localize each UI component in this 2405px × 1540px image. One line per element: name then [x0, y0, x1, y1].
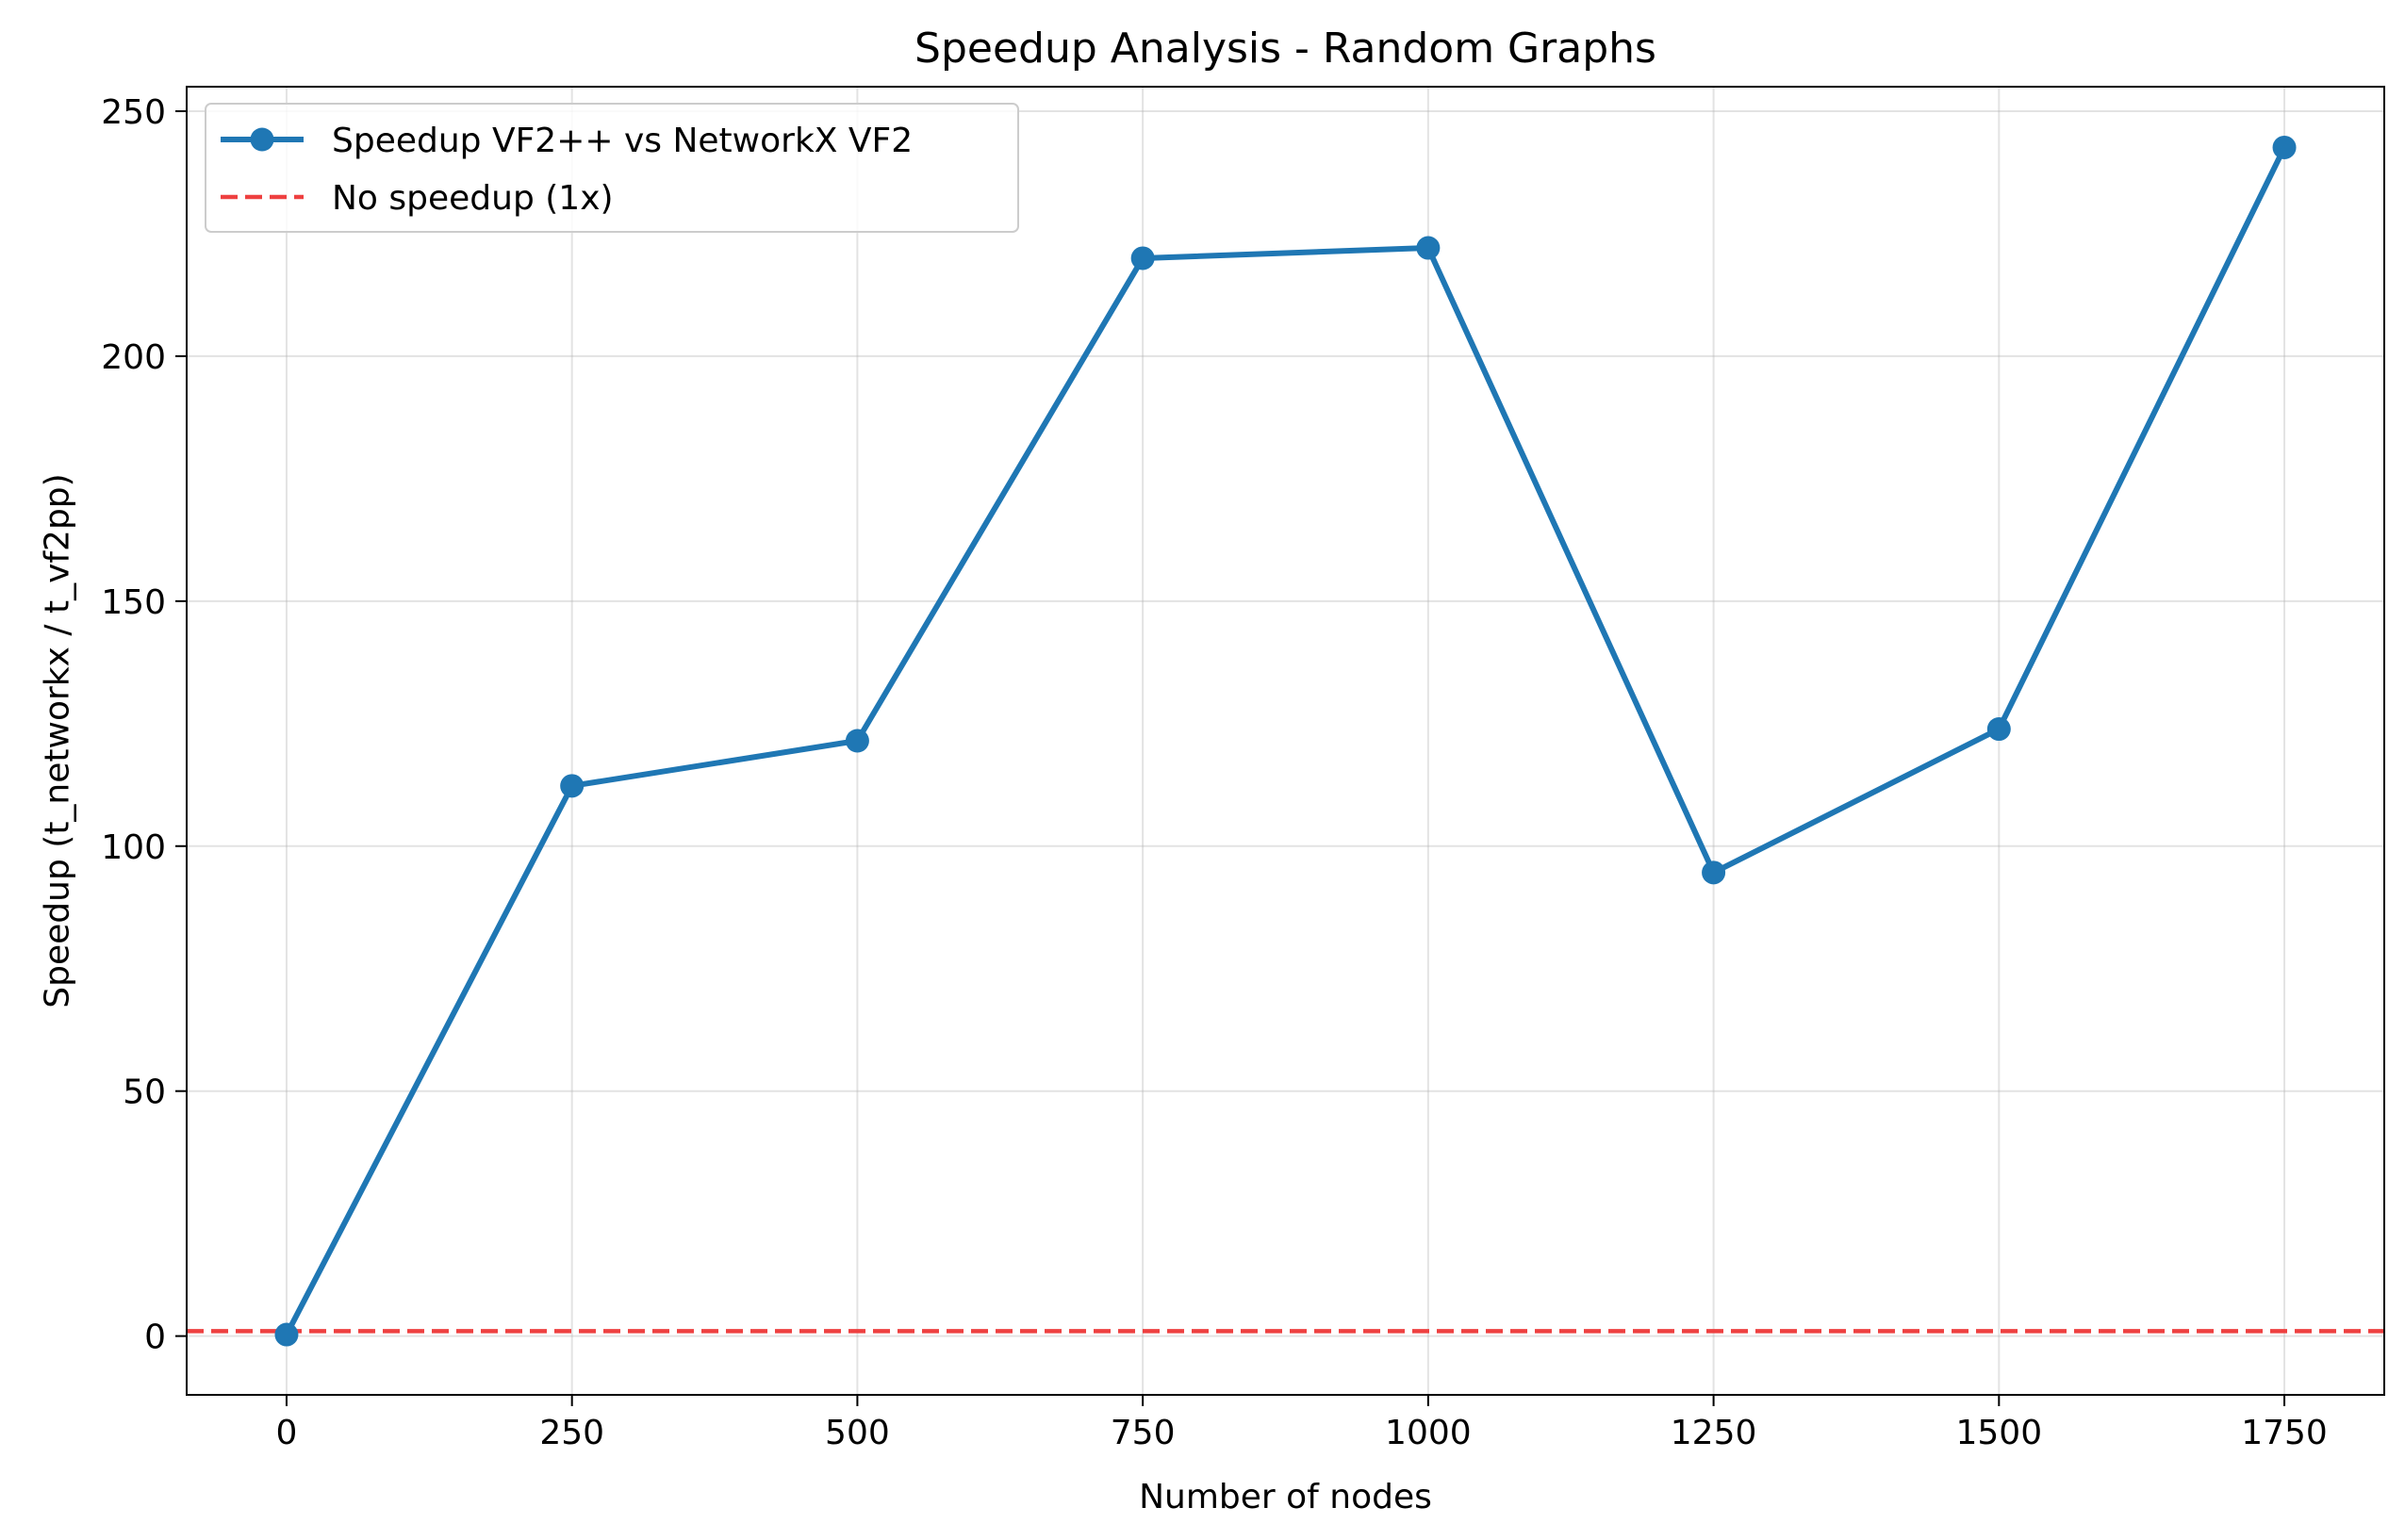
- series-layer: [274, 135, 2297, 1347]
- plot-frame: [186, 86, 2385, 1396]
- x-tick-label: 500: [825, 1414, 890, 1452]
- legend-box: [205, 103, 1019, 233]
- legend: Speedup VF2++ vs NetworkX VF2 No speedup…: [205, 103, 1019, 233]
- legend-label-series: Speedup VF2++ vs NetworkX VF2: [332, 122, 913, 160]
- data-point: [1702, 860, 1726, 885]
- y-axis-title: Speedup (t_networkx / t_vf2pp): [39, 473, 77, 1008]
- y-tick-label: 100: [101, 828, 166, 867]
- data-point: [1130, 246, 1155, 270]
- y-tick-label: 150: [101, 583, 166, 622]
- x-tick-label: 750: [1111, 1414, 1176, 1452]
- y-tick-label: 0: [144, 1319, 166, 1357]
- legend-marker-series: [250, 127, 274, 152]
- data-point: [2272, 135, 2297, 159]
- series-line: [284, 146, 2287, 1336]
- data-point: [1986, 717, 2011, 742]
- data-point: [845, 729, 869, 753]
- x-tick-label: 1250: [1671, 1414, 1757, 1452]
- x-tick-label: 1750: [2241, 1414, 2328, 1452]
- y-tick-label: 250: [101, 93, 166, 132]
- x-tick-label: 250: [539, 1414, 604, 1452]
- x-axis: 0 250 500 750 1000 1250 1500 1750: [276, 1395, 2328, 1452]
- y-axis: 0 50 100 150 200 250: [101, 93, 187, 1357]
- data-point: [1416, 236, 1441, 260]
- x-tick-label: 0: [276, 1414, 298, 1452]
- legend-label-reference: No speedup (1x): [332, 179, 614, 218]
- x-tick-label: 1500: [1956, 1414, 2043, 1452]
- x-axis-title: Number of nodes: [1139, 1478, 1432, 1516]
- x-tick-label: 1000: [1385, 1414, 1472, 1452]
- chart-title: Speedup Analysis - Random Graphs: [914, 25, 1656, 73]
- data-point: [560, 774, 585, 798]
- y-tick-label: 200: [101, 338, 166, 377]
- data-point: [274, 1322, 299, 1347]
- y-tick-label: 50: [123, 1073, 166, 1112]
